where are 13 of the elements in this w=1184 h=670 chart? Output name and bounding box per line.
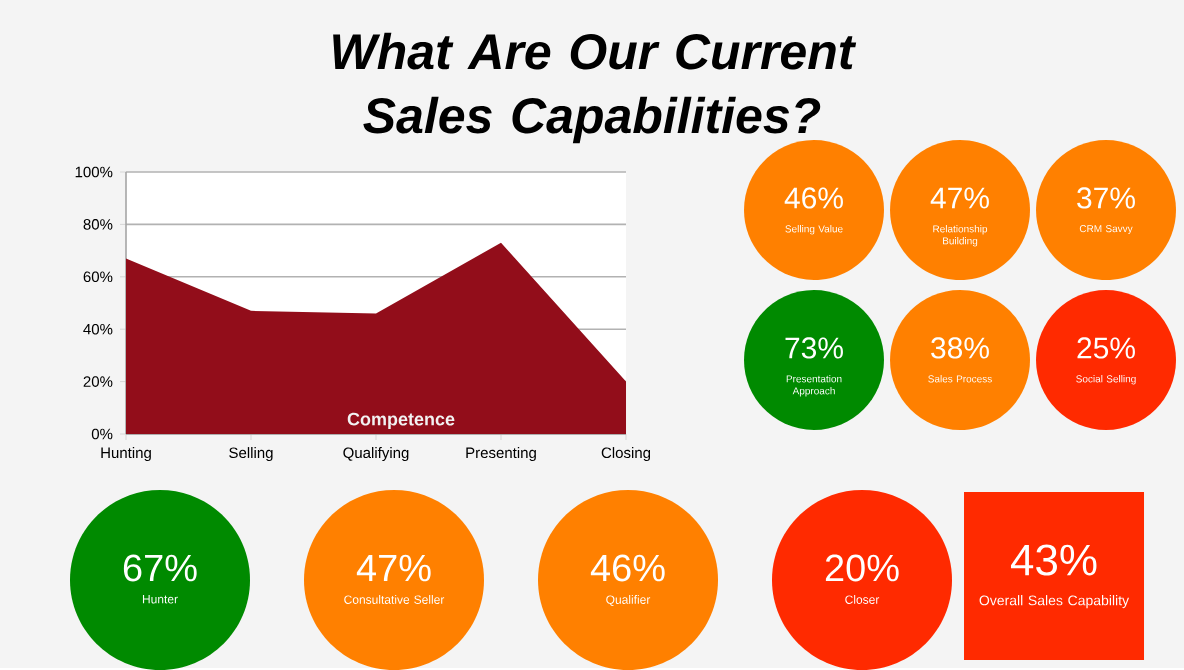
data-label: 47% [356, 554, 431, 582]
data-label: 43% [1010, 544, 1097, 576]
data-label: 37% [1077, 187, 1135, 209]
data-label: 20% [825, 554, 899, 582]
data-label: 47% [930, 187, 989, 209]
data-label: 73% [785, 337, 843, 359]
data-label: 46% [784, 187, 843, 209]
data-label: 25% [1077, 337, 1135, 359]
data-label: 67% [123, 554, 197, 582]
data-label: 38% [931, 337, 989, 359]
data-label: 46% [590, 554, 665, 582]
annotation: Competence [347, 412, 455, 430]
chart-title: What Are Our Current Sales Capabilities? [333, 32, 857, 144]
